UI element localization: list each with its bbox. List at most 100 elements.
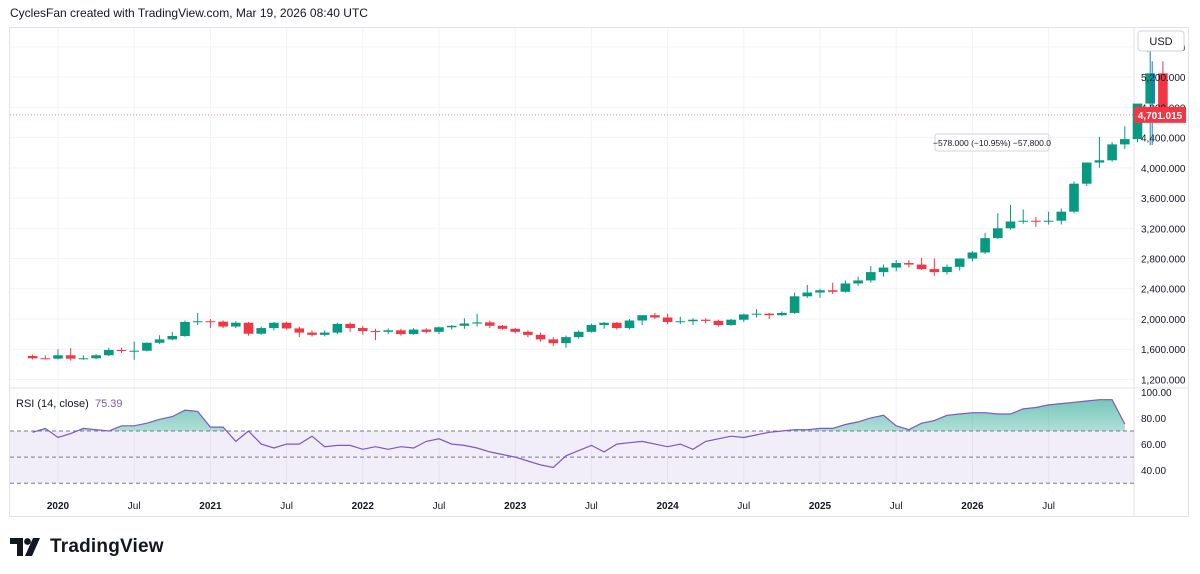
- candle-body-up: [104, 349, 114, 356]
- candle-body-up: [180, 322, 190, 336]
- candle-body-up: [1145, 73, 1155, 104]
- candle-body-up: [980, 238, 990, 253]
- candle-body-down: [294, 328, 305, 333]
- price-chart[interactable]: 5,600.0005,200.0004,800.0004,400.0004,00…: [0, 0, 1200, 520]
- y-tick-label: 4,400.000: [1141, 134, 1186, 145]
- candle-body-up: [802, 292, 813, 297]
- candle-body-up: [586, 325, 597, 332]
- x-axis: 2020 Jul 2021 Jul 2022 Jul 2023 Jul 2024 Jul 2025 J…: [47, 501, 1055, 512]
- candle-body-up: [129, 350, 139, 352]
- x-tick-label: 2025: [809, 501, 832, 512]
- candle-body-up: [993, 228, 1003, 239]
- y-tick-label: 3,200.000: [1141, 224, 1186, 235]
- candle-body-down: [1031, 220, 1041, 222]
- candle-body-up: [815, 290, 825, 293]
- rsi-line: [32, 399, 1126, 469]
- rsi-pane: [32, 399, 1126, 469]
- candle-body-up: [789, 296, 800, 313]
- candle-body-up: [383, 330, 393, 332]
- candle-body-up: [332, 323, 343, 333]
- candle-body-down: [510, 328, 520, 332]
- x-tick-label: 2021: [199, 501, 222, 512]
- candle-body-down: [27, 356, 38, 359]
- x-tick-label: 2023: [504, 501, 527, 512]
- y-tick-label: 2,400.000: [1141, 285, 1186, 296]
- candle-body-up: [1043, 220, 1054, 222]
- x-tick-label: Jul: [280, 501, 293, 512]
- candle-body-up: [942, 266, 952, 273]
- candle-body-up: [1069, 183, 1079, 212]
- candle-body-down: [700, 319, 711, 321]
- candle-body-down: [205, 321, 216, 323]
- candle-body-up: [954, 258, 965, 267]
- candle-body-up: [53, 355, 63, 359]
- candle-body-up: [1107, 144, 1117, 161]
- candle-body-up: [142, 342, 152, 351]
- candle-body-up: [561, 337, 571, 344]
- candle-body-up: [573, 331, 584, 338]
- tradingview-logo-text: TradingView: [50, 536, 164, 557]
- x-tick-label: 2020: [47, 501, 70, 512]
- candle-body-up: [231, 322, 241, 327]
- candle-body-down: [421, 329, 432, 332]
- candle-body-down: [535, 334, 546, 340]
- candle-body-up: [891, 263, 901, 268]
- last-price-box: [1134, 106, 1186, 123]
- tradingview-logo[interactable]: TradingView: [10, 536, 164, 558]
- candle-body-up: [408, 329, 419, 335]
- candle-body-up: [1005, 221, 1016, 229]
- candle-body-down: [612, 322, 622, 329]
- candle-body-up: [472, 322, 482, 324]
- candle-body-down: [662, 317, 673, 323]
- x-tick-label: Jul: [1042, 501, 1055, 512]
- tradingview-logo-icon: [10, 538, 40, 556]
- rsi-value: 75.39: [95, 398, 123, 410]
- candle-body-down: [485, 322, 495, 326]
- candle-body-up: [599, 322, 609, 326]
- candle-body-down: [281, 322, 292, 329]
- candle-body-up: [256, 328, 266, 334]
- x-tick-label: 2026: [961, 501, 984, 512]
- candle-body-up: [739, 314, 749, 320]
- candle-body-down: [916, 264, 927, 270]
- candle-body-down: [1158, 73, 1168, 115]
- candle-body-down: [929, 269, 940, 273]
- candle-body-up: [78, 358, 89, 360]
- attribution-text: CyclesFan created with TradingView.com, …: [10, 6, 368, 20]
- candle-body-up: [459, 323, 470, 326]
- x-tick-label: 2024: [656, 501, 679, 512]
- measure-label: −578.000 (−10.95%) −57,800.0: [933, 138, 1051, 148]
- candle-body-down: [548, 339, 559, 344]
- candle-body-down: [40, 358, 51, 360]
- candle-body-up: [1018, 220, 1028, 222]
- labels: −578.000 (−10.95%) −57,800.0 4,701.015 RSI…: [10, 61, 1186, 410]
- rsi-title: RSI (14, close): [16, 398, 89, 410]
- x-tick-label: Jul: [585, 501, 598, 512]
- candle-body-up: [967, 252, 978, 259]
- candle-body-up: [840, 283, 851, 292]
- measure-box: [934, 133, 1050, 152]
- x-tick-label: 2022: [352, 501, 375, 512]
- candle-body-down: [713, 320, 724, 326]
- candle-body-up: [1120, 139, 1130, 145]
- candle-body-up: [1081, 162, 1092, 184]
- candle-body-down: [218, 321, 228, 327]
- candle-body-down: [497, 325, 508, 329]
- rsi-band: [10, 430, 1134, 484]
- candle-body-up: [624, 320, 635, 329]
- rsi-overbought-fill: [32, 399, 1125, 431]
- candle-body-up: [878, 267, 889, 273]
- last-price-label: 4,701.015: [1138, 111, 1183, 122]
- candle-body-down: [370, 331, 381, 333]
- candle-body-up: [853, 280, 863, 284]
- grid-layer: [10, 28, 1188, 517]
- y-tick-label: 4,000.000: [1141, 164, 1186, 175]
- candle-body-up: [1094, 160, 1105, 163]
- y-tick-label: 1,600.000: [1141, 345, 1186, 356]
- rsi-y-tick-label: 60.00: [1141, 440, 1166, 451]
- candles: [27, 47, 1168, 361]
- candle-body-up: [751, 313, 762, 315]
- candle-body-down: [904, 263, 914, 265]
- y-tick-label: 1,200.000: [1141, 375, 1186, 386]
- candle-body-up: [319, 332, 330, 335]
